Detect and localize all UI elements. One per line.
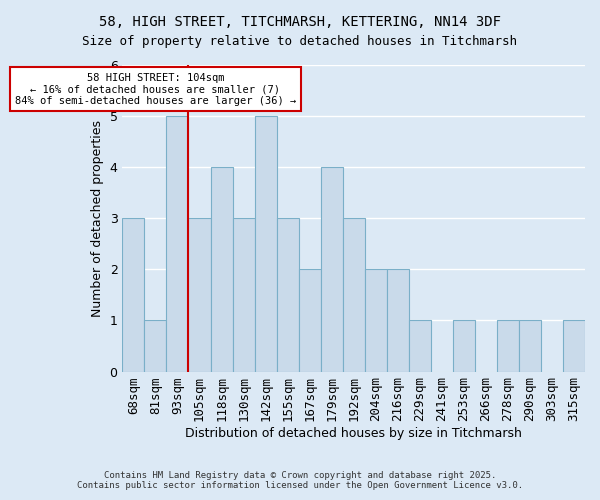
Bar: [519, 320, 541, 372]
Bar: [233, 218, 254, 372]
Bar: [387, 270, 409, 372]
Bar: [299, 270, 320, 372]
Y-axis label: Number of detached properties: Number of detached properties: [91, 120, 104, 317]
Bar: [254, 116, 277, 372]
Bar: [563, 320, 585, 372]
Bar: [320, 167, 343, 372]
Bar: [277, 218, 299, 372]
Bar: [145, 320, 166, 372]
X-axis label: Distribution of detached houses by size in Titchmarsh: Distribution of detached houses by size …: [185, 427, 522, 440]
Bar: [188, 218, 211, 372]
Bar: [497, 320, 519, 372]
Text: Contains HM Land Registry data © Crown copyright and database right 2025.
Contai: Contains HM Land Registry data © Crown c…: [77, 470, 523, 490]
Text: 58, HIGH STREET, TITCHMARSH, KETTERING, NN14 3DF: 58, HIGH STREET, TITCHMARSH, KETTERING, …: [99, 15, 501, 29]
Bar: [343, 218, 365, 372]
Bar: [211, 167, 233, 372]
Bar: [365, 270, 387, 372]
Text: 58 HIGH STREET: 104sqm
← 16% of detached houses are smaller (7)
84% of semi-deta: 58 HIGH STREET: 104sqm ← 16% of detached…: [15, 72, 296, 106]
Bar: [453, 320, 475, 372]
Bar: [166, 116, 188, 372]
Bar: [409, 320, 431, 372]
Text: Size of property relative to detached houses in Titchmarsh: Size of property relative to detached ho…: [83, 35, 517, 48]
Bar: [122, 218, 145, 372]
